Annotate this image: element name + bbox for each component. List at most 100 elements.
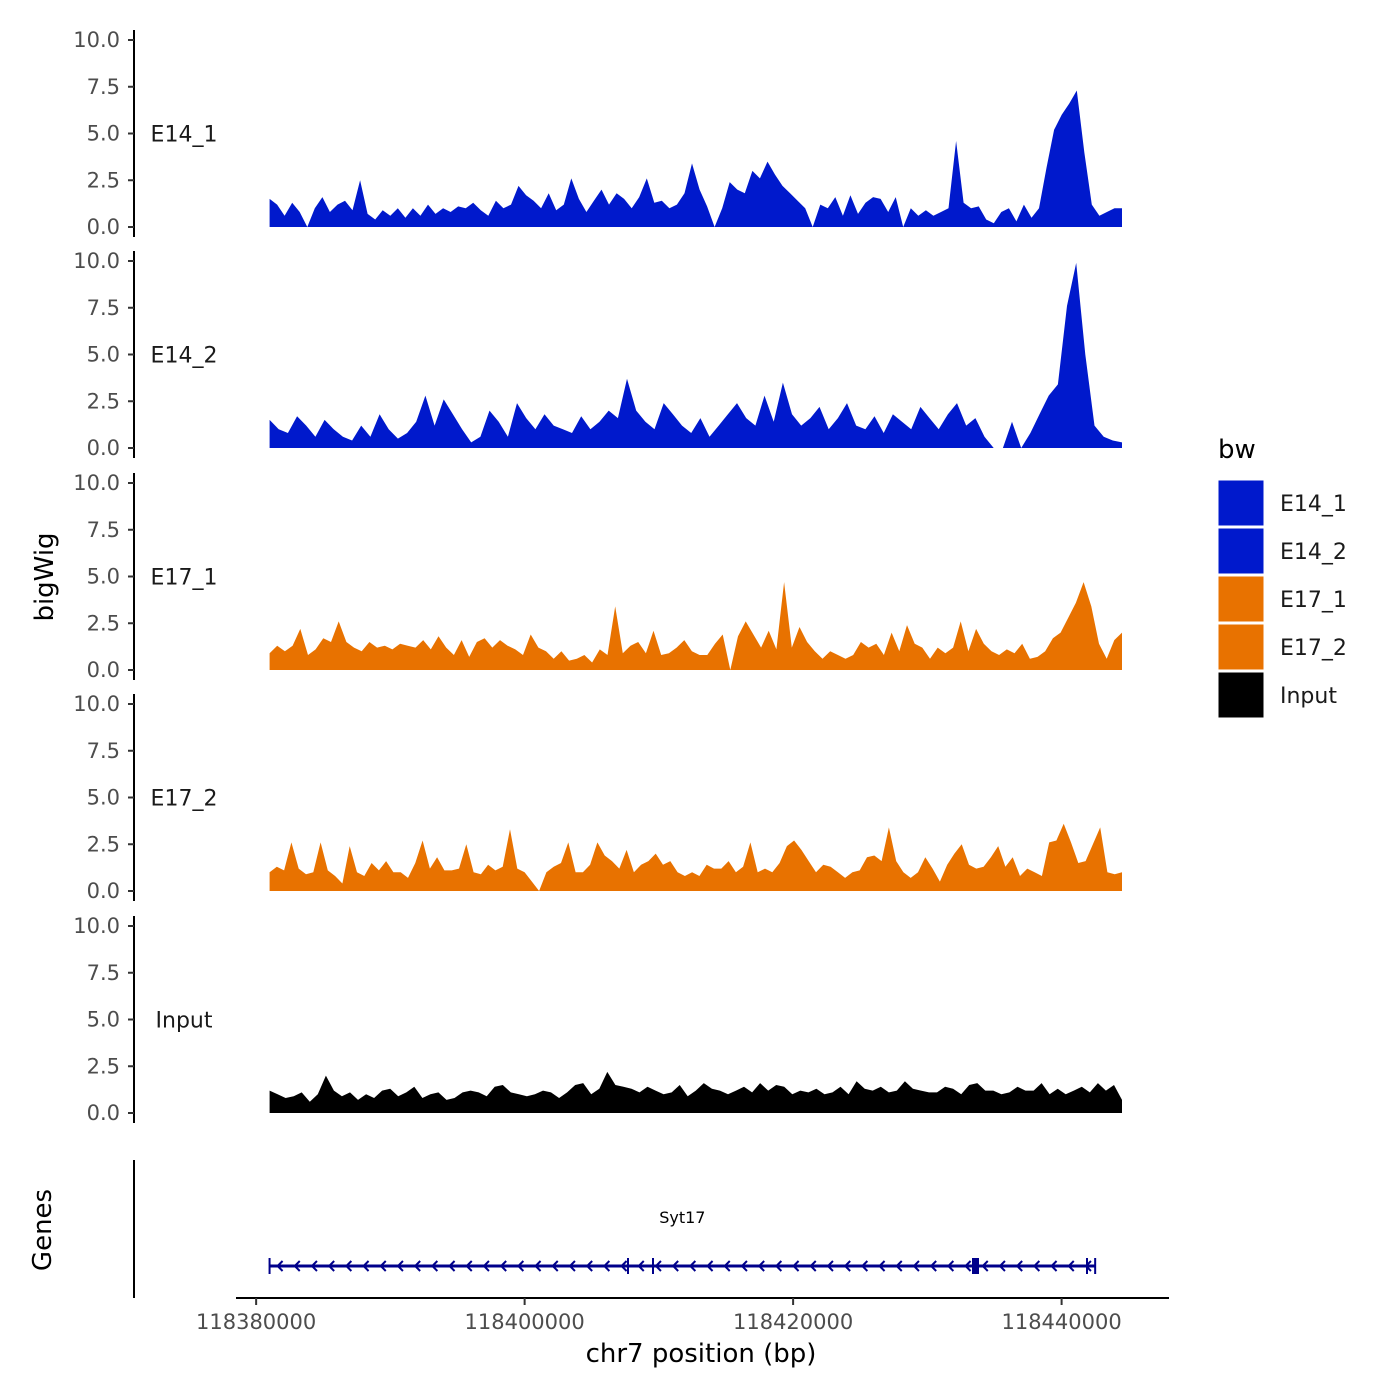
gene-Syt17: Syt17 bbox=[268, 1208, 1097, 1274]
strand-arrow bbox=[1032, 1260, 1041, 1272]
y-tick-label: 2.5 bbox=[87, 168, 120, 192]
coverage-area-E14_1 bbox=[269, 90, 1123, 227]
strand-arrow bbox=[809, 1260, 817, 1272]
legend-label-E17_1: E17_1 bbox=[1280, 588, 1347, 613]
strand-arrow bbox=[534, 1260, 542, 1272]
y-axis-title: bigWig bbox=[30, 532, 60, 621]
strand-arrow bbox=[1015, 1260, 1023, 1272]
y-tick-label: 0.0 bbox=[87, 1101, 120, 1125]
track-Input: 0.0 2.5 5.0 7.5 10.0 Input bbox=[73, 914, 1123, 1125]
y-tick-label: 10.0 bbox=[73, 914, 120, 938]
y-tick-label: 0.0 bbox=[87, 436, 120, 460]
strand-arrow bbox=[912, 1260, 920, 1272]
legend-title: bw bbox=[1218, 435, 1256, 465]
y-tick-label: 2.5 bbox=[87, 389, 120, 413]
y-tick-label: 2.5 bbox=[87, 611, 120, 635]
strand-arrow bbox=[516, 1260, 525, 1272]
strand-arrow bbox=[774, 1260, 783, 1272]
strand-arrow bbox=[843, 1260, 851, 1272]
legend-key-E17_1 bbox=[1217, 575, 1265, 623]
strand-arrow bbox=[757, 1260, 765, 1272]
y-tick-label: 0.0 bbox=[87, 215, 120, 239]
strand-arrow bbox=[723, 1260, 731, 1272]
track-E17_1: 0.0 2.5 5.0 7.5 10.0 E17_1 bbox=[73, 471, 1123, 682]
track-label-E17_1: E17_1 bbox=[151, 566, 218, 591]
y-tick-label: 7.5 bbox=[87, 75, 120, 99]
strand-arrow bbox=[551, 1260, 559, 1272]
strand-arrow bbox=[946, 1260, 955, 1272]
legend: bw E14_1 E14_2 E17_1 E17_2 Input bbox=[1217, 435, 1347, 719]
gene-exon bbox=[652, 1258, 654, 1274]
strand-arrow bbox=[602, 1260, 611, 1272]
strand-arrow bbox=[1050, 1260, 1058, 1272]
strand-arrow bbox=[568, 1260, 576, 1272]
y-tick-label: 5.0 bbox=[87, 565, 120, 589]
strand-arrow bbox=[448, 1260, 456, 1272]
tracks-layer: 0.0 2.5 5.0 7.5 10.0 E14_1 0.0 2.5 5.0 7.5 10.0 E14… bbox=[73, 28, 1123, 1125]
y-tick-label: 10.0 bbox=[73, 249, 120, 273]
gene-label: Syt17 bbox=[659, 1208, 705, 1227]
legend-label-E14_1: E14_1 bbox=[1280, 492, 1347, 517]
strand-arrow bbox=[688, 1260, 697, 1272]
legend-key-Input bbox=[1217, 671, 1265, 719]
strand-arrow bbox=[1067, 1260, 1075, 1272]
strand-arrow bbox=[654, 1260, 662, 1272]
strand-arrow bbox=[585, 1260, 593, 1272]
strand-arrow bbox=[671, 1260, 679, 1272]
strand-arrow bbox=[826, 1260, 834, 1272]
x-tick-label: 118420000 bbox=[733, 1310, 853, 1334]
track-label-E14_1: E14_1 bbox=[151, 123, 218, 148]
y-tick-label: 5.0 bbox=[87, 343, 120, 367]
x-axis: chr7 position (bp) 118380000 118400000 118… bbox=[196, 1297, 1169, 1369]
strand-arrow bbox=[878, 1260, 886, 1272]
strand-arrow bbox=[465, 1260, 473, 1272]
genes-panel: Genes Syt17 bbox=[28, 1160, 1097, 1298]
coverage-area-E17_2 bbox=[269, 823, 1123, 891]
strand-arrow bbox=[981, 1260, 989, 1272]
legend-label-Input: Input bbox=[1280, 684, 1337, 709]
y-tick-label: 7.5 bbox=[87, 518, 120, 542]
strand-arrow bbox=[860, 1260, 869, 1272]
strand-arrow bbox=[1084, 1260, 1092, 1272]
legend-key-E17_2 bbox=[1217, 623, 1265, 671]
strand-arrow bbox=[499, 1260, 507, 1272]
y-tick-label: 10.0 bbox=[73, 28, 120, 52]
gene-exon bbox=[627, 1258, 629, 1274]
track-label-E17_2: E17_2 bbox=[151, 787, 218, 812]
track-label-E14_2: E14_2 bbox=[151, 344, 218, 369]
strand-arrow bbox=[396, 1260, 404, 1272]
y-tick-label: 5.0 bbox=[87, 786, 120, 810]
y-tick-label: 10.0 bbox=[73, 692, 120, 716]
track-label-Input: Input bbox=[156, 1009, 213, 1034]
x-tick-label: 118440000 bbox=[1001, 1310, 1121, 1334]
strand-arrow bbox=[293, 1260, 301, 1272]
strand-arrow bbox=[792, 1260, 800, 1272]
legend-key-E14_1 bbox=[1217, 479, 1265, 527]
strand-arrow bbox=[482, 1260, 490, 1272]
strand-arrow bbox=[276, 1260, 284, 1272]
coverage-area-E17_1 bbox=[269, 582, 1123, 670]
coverage-area-Input bbox=[269, 1071, 1123, 1113]
y-tick-label: 0.0 bbox=[87, 879, 120, 903]
y-tick-label: 5.0 bbox=[87, 122, 120, 146]
x-tick-label: 118380000 bbox=[196, 1310, 316, 1334]
x-tick-label: 118400000 bbox=[465, 1310, 585, 1334]
strand-arrow bbox=[379, 1260, 387, 1272]
coverage-area-E14_2 bbox=[269, 262, 1123, 448]
strand-arrow bbox=[895, 1260, 903, 1272]
y-tick-label: 10.0 bbox=[73, 471, 120, 495]
track-E14_1: 0.0 2.5 5.0 7.5 10.0 E14_1 bbox=[73, 28, 1123, 239]
y-tick-label: 7.5 bbox=[87, 739, 120, 763]
y-tick-label: 7.5 bbox=[87, 296, 120, 320]
strand-arrow bbox=[620, 1260, 628, 1272]
legend-label-E14_2: E14_2 bbox=[1280, 540, 1347, 565]
y-tick-label: 0.0 bbox=[87, 658, 120, 682]
y-tick-label: 5.0 bbox=[87, 1008, 120, 1032]
gene-exon bbox=[972, 1258, 979, 1274]
strand-arrow bbox=[344, 1260, 353, 1272]
strand-arrow bbox=[430, 1260, 439, 1272]
legend-label-E17_2: E17_2 bbox=[1280, 636, 1347, 661]
y-tick-label: 2.5 bbox=[87, 1054, 120, 1078]
strand-arrow bbox=[310, 1260, 318, 1272]
